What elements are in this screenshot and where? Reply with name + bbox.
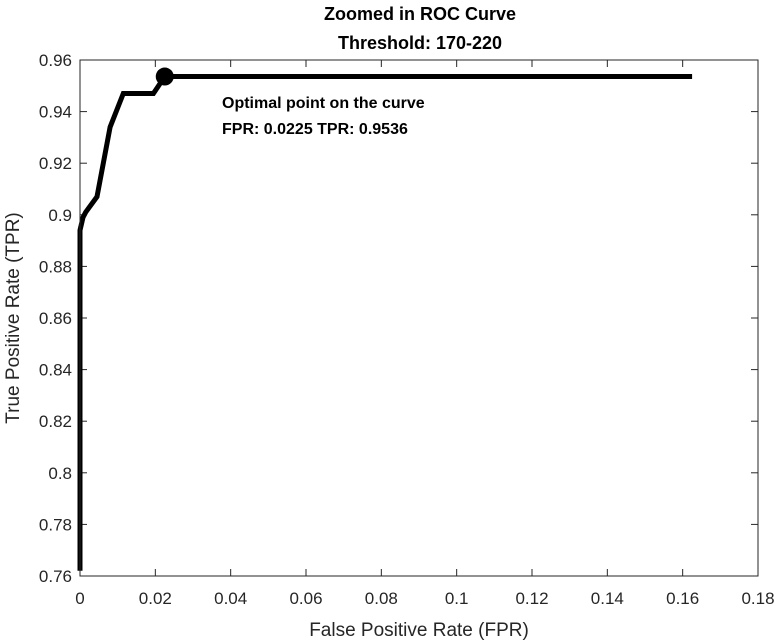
series-layer [77,67,693,571]
roc-curve-line [77,74,693,571]
y-tick-label: 0.86 [39,309,72,328]
x-tick-label: 0.14 [591,589,624,608]
x-tick-label: 0.06 [289,589,322,608]
plot-area-frame [79,59,759,577]
x-tick-label: 0.18 [741,589,774,608]
y-tick-label: 0.84 [39,361,72,380]
y-tick-label: 0.9 [48,206,72,225]
y-tick-label: 0.92 [39,154,72,173]
optimal-point-marker [155,67,174,86]
annotation-line-1: Optimal point on the curve [222,95,425,112]
x-tick-label: 0.02 [139,589,172,608]
y-tick-label: 0.96 [39,51,72,70]
y-tick-label: 0.76 [39,567,72,586]
x-tick-label: 0.04 [214,589,247,608]
x-tick-label: 0 [75,589,84,608]
x-tick-label: 0.08 [365,589,398,608]
y-tick-label: 0.82 [39,412,72,431]
y-tick-label: 0.94 [39,103,72,122]
y-tick-label: 0.78 [39,515,72,534]
annotation-line-2: FPR: 0.0225 TPR: 0.9536 [222,121,408,138]
y-tick-label: 0.88 [39,257,72,276]
y-tick-label: 0.8 [48,464,72,483]
x-tick-label: 0.16 [666,589,699,608]
y-axis-label: True Positive Rate (TPR) [3,212,24,424]
x-axis-label: False Positive Rate (FPR) [309,620,529,641]
chart-subtitle: Threshold: 170-220 [338,33,502,53]
axis-ticks: 0 0.02 0.04 0.06 0.08 0.1 0.12 0.14 0.16 0.18 0.76… [39,51,775,608]
chart-title: Zoomed in ROC Curve [324,4,516,24]
x-tick-label: 0.12 [515,589,548,608]
x-tick-label: 0.1 [445,589,469,608]
